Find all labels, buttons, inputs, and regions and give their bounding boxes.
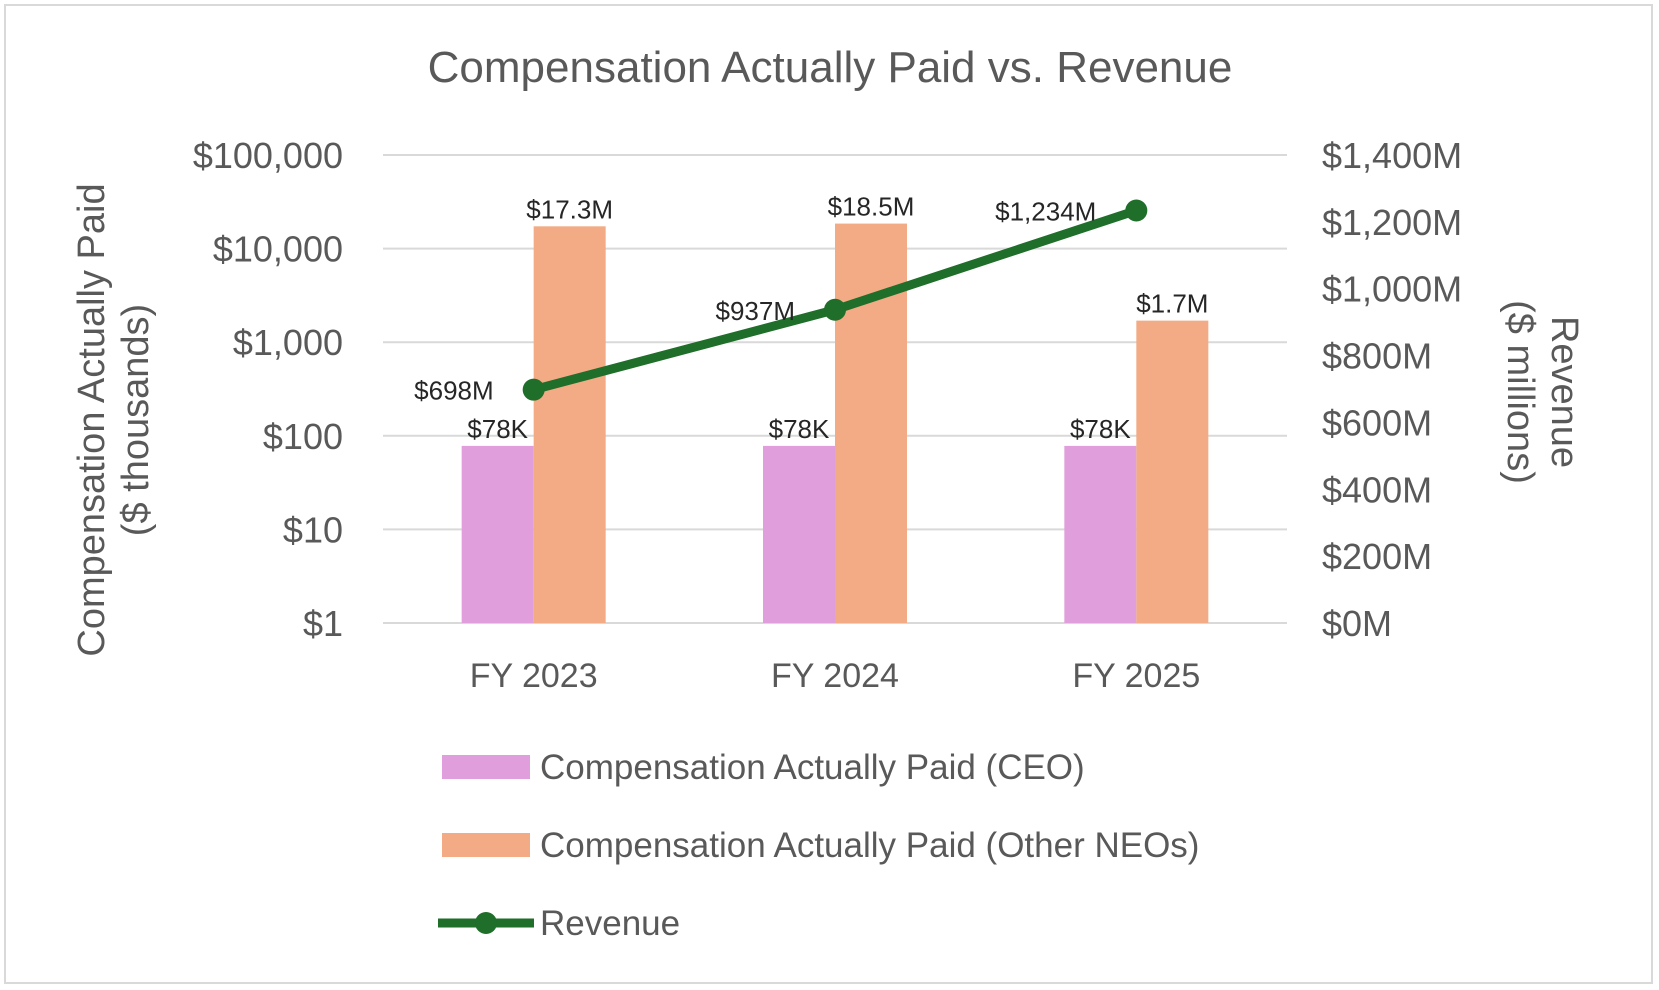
right-tick-label: $1,000M [1322,269,1462,310]
left-tick-label: $1 [303,603,343,644]
bar-data-label: $78K [769,414,830,444]
legend-swatch [442,833,530,857]
right-tick-label: $600M [1322,402,1432,443]
revenue-data-label: $698M [414,376,494,406]
revenue-data-label: $937M [716,296,796,326]
category-label: FY 2023 [470,657,598,695]
left-tick-label: $1,000 [233,322,343,363]
right-axis-ticks: $0M $200M $400M $600M $800M $1,000M $1,200M $1,… [1322,135,1462,644]
left-axis-title-line1: Compensation Actually Paid [71,183,113,656]
legend-label: Revenue [540,904,680,943]
left-tick-label: $10 [283,509,343,550]
right-tick-label: $400M [1322,469,1432,510]
left-tick-label: $10,000 [213,229,343,270]
bar [763,445,835,623]
category-label: FY 2025 [1072,657,1200,695]
right-tick-label: $200M [1322,536,1432,577]
legend-label: Compensation Actually Paid (CEO) [540,748,1085,787]
legend-swatch [442,755,530,779]
chart-title: Compensation Actually Paid vs. Revenue [428,43,1233,92]
revenue-point [522,378,545,401]
revenue-data-label: $1,234M [995,196,1096,226]
right-tick-label: $0M [1322,603,1392,644]
left-tick-label: $100 [263,416,343,457]
revenue-line-layer: $698M $937M $1,234M [414,196,1148,406]
right-tick-label: $1,400M [1322,135,1462,176]
right-axis-title-line2: ($ millions) [1499,300,1541,484]
right-axis-title-line1: Revenue [1543,316,1585,468]
bar [461,445,534,623]
left-axis-ticks: $1 $10 $100 $1,000 $10,000 $100,000 [193,135,343,644]
bar-data-label: $78K [467,414,528,444]
legend-label: Compensation Actually Paid (Other NEOs) [540,826,1199,865]
bar [533,226,606,623]
right-axis-title: Revenue ($ millions) [1499,300,1585,484]
right-tick-label: $1,200M [1322,202,1462,243]
left-tick-label: $100,000 [193,135,343,176]
left-axis-title: Compensation Actually Paid ($ thousands) [71,183,157,656]
bar-data-label: $1.7M [1136,289,1208,319]
bar [835,223,907,624]
legend: Compensation Actually Paid (CEO) Compensa… [438,748,1199,943]
bar-data-label: $17.3M [526,194,613,224]
bar-labels: $78K $78K $78K $17.3M $18.5M $1.7M [467,192,1208,444]
right-tick-label: $800M [1322,336,1432,377]
bar [1064,445,1137,623]
bar [1136,320,1209,623]
legend-marker [475,912,497,934]
category-label: FY 2024 [771,657,899,695]
left-axis-title-line2: ($ thousands) [115,304,157,536]
revenue-point [1125,199,1148,222]
bar-data-label: $78K [1070,414,1131,444]
bar-data-label: $18.5M [828,192,915,222]
category-labels: FY 2023 FY 2024 FY 2025 [470,657,1201,695]
revenue-point [824,298,846,321]
